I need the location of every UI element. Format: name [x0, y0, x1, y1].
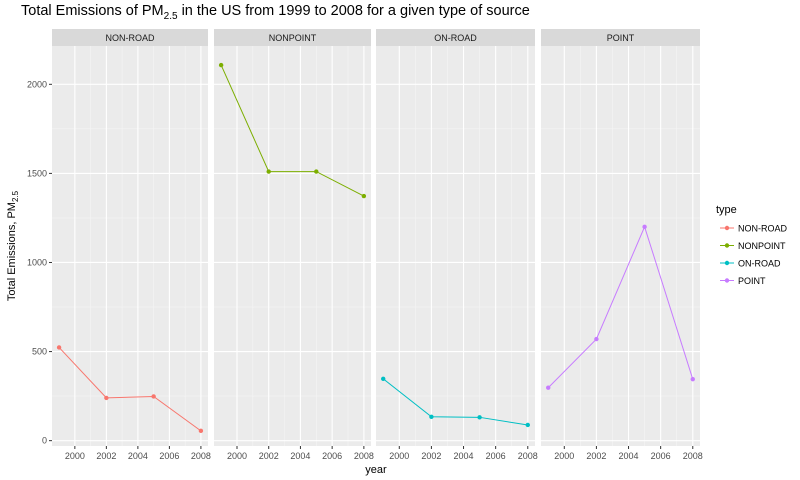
x-tick-label: 2008	[354, 451, 374, 461]
legend-label-on-road: ON-ROAD	[738, 259, 781, 269]
x-tick-label: 2000	[65, 451, 85, 461]
x-tick-label: 2006	[322, 451, 342, 461]
legend-key-point	[724, 225, 730, 231]
chart-title-rest: in the US from 1999 to 2008 for a given …	[177, 3, 530, 19]
data-point-point	[690, 376, 695, 382]
data-point-nonpoint	[218, 62, 224, 68]
facet-strip	[541, 29, 700, 46]
chart-title-main: Total Emissions of PM	[21, 3, 164, 19]
legend-key-point	[724, 260, 730, 266]
facet-panel-non-road: NON-ROAD 2000 2002 2004 2006 2008	[52, 29, 211, 461]
y-axis-title: Total Emissions, PM2.5	[6, 190, 20, 301]
panel-background	[52, 46, 208, 446]
y-tick-label: 1000	[27, 257, 47, 267]
data-point-non-road	[151, 394, 156, 399]
legend-label-point: POINT	[738, 276, 766, 286]
y-tick-label: 1500	[27, 168, 47, 178]
data-point-point	[546, 385, 551, 390]
data-point-non-road	[104, 395, 109, 401]
legend-title: type	[716, 204, 737, 216]
series-line-non-road	[58, 347, 202, 432]
x-tick-label: 2002	[421, 451, 441, 461]
series-line-nonpoint	[220, 64, 365, 197]
x-tick-label: 2002	[96, 451, 116, 461]
y-tick-label: 500	[32, 347, 47, 357]
x-tick-label: 2002	[586, 451, 606, 461]
panel-background	[376, 46, 535, 446]
facet-strip-label: POINT	[607, 33, 635, 43]
x-axis-title: year	[365, 464, 387, 476]
facet-strip-label: ON-ROAD	[434, 33, 477, 43]
data-point-nonpoint	[314, 169, 319, 174]
facet-strip-label: NONPOINT	[269, 33, 317, 43]
x-tick-label: 2006	[159, 451, 179, 461]
x-tick-label: 2006	[486, 451, 506, 461]
data-point-on-road	[477, 415, 482, 420]
facet-panel-on-road: ON-ROAD 2000 2002 2004 2006 2008	[376, 29, 538, 461]
x-tick-label: 2004	[290, 451, 310, 461]
x-tick-label: 2004	[619, 451, 639, 461]
data-point-nonpoint	[361, 193, 367, 199]
panel-background	[214, 46, 371, 446]
data-point-nonpoint	[266, 169, 271, 174]
chart-title: Total Emissions of PM2.5 in the US from …	[21, 3, 530, 22]
x-tick-label: 2006	[651, 451, 671, 461]
facet-strip-label: NON-ROAD	[106, 33, 155, 43]
data-point-point	[642, 224, 647, 230]
data-point-point	[594, 336, 599, 342]
x-tick-label: 2000	[227, 451, 247, 461]
series-line-on-road	[382, 378, 528, 426]
y-axis-title-main: Total Emissions, PM	[6, 202, 18, 301]
data-point-on-road	[525, 422, 530, 428]
data-point-non-road	[198, 428, 204, 434]
x-tick-label: 2008	[518, 451, 538, 461]
data-point-non-road	[56, 345, 62, 350]
facet-strip	[52, 29, 208, 46]
x-tick-label: 2002	[259, 451, 279, 461]
facet-panel-nonpoint: NONPOINT 2000 2002 2004 2006 2008	[214, 29, 374, 461]
facet-panel-point: POINT 2000 2002 2004 2006 2008	[541, 29, 703, 461]
facet-strip	[214, 29, 371, 46]
facet-strip	[376, 29, 535, 46]
x-tick-label: 2000	[389, 451, 409, 461]
panel-background	[541, 46, 700, 446]
legend-key-point	[724, 278, 730, 283]
data-point-on-road	[381, 376, 386, 382]
x-tick-label: 2008	[191, 451, 211, 461]
y-axis-title-subscript: 2.5	[11, 190, 20, 202]
x-tick-label: 2004	[454, 451, 474, 461]
series-line-point	[547, 225, 694, 389]
y-tick-label: 0	[42, 436, 47, 446]
data-point-on-road	[429, 414, 434, 419]
x-tick-label: 2000	[554, 451, 574, 461]
legend-label-nonpoint: NONPOINT	[738, 241, 786, 251]
legend-key-point	[724, 243, 730, 248]
y-tick-label: 2000	[27, 79, 47, 89]
chart-title-subscript: 2.5	[163, 10, 178, 22]
legend-label-non-road: NON-ROAD	[738, 224, 787, 234]
x-tick-label: 2008	[683, 451, 703, 461]
x-tick-label: 2004	[128, 451, 148, 461]
